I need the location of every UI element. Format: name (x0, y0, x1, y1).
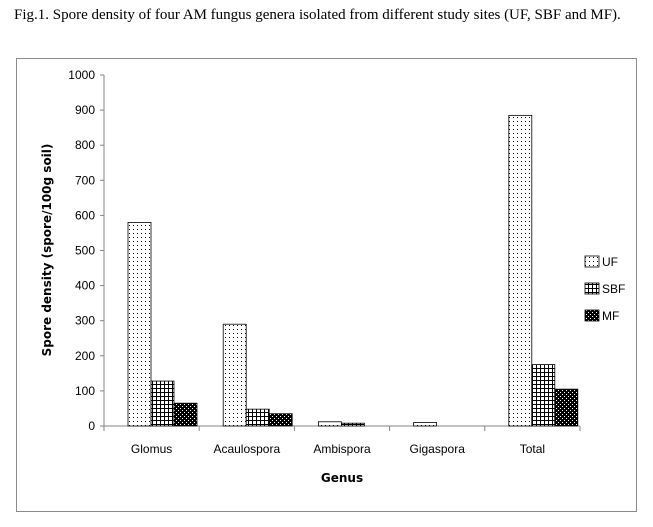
bar-mf-total (554, 388, 579, 427)
bar-uf-acaulospora (222, 323, 247, 427)
figure-caption: Fig.1. Spore density of four AM fungus g… (14, 7, 621, 23)
bar-uf-gigaspora (413, 422, 438, 427)
y-axis-title: Spore density (spore/100g soil) (40, 144, 54, 357)
y-tick-label: 200 (75, 349, 95, 363)
legend-label-sbf: SBF (602, 282, 625, 296)
y-tick-label: 500 (75, 244, 95, 258)
bar-mf-acaulospora (268, 413, 293, 427)
x-tick-label: Total (520, 442, 545, 456)
x-tick-label: Ambispora (313, 442, 371, 456)
y-tick-label: 600 (75, 208, 95, 222)
y-tick-label: 900 (75, 103, 95, 117)
y-tick-label: 300 (75, 314, 95, 328)
x-tick-label: Acaulospora (213, 442, 280, 456)
y-tick-label: 700 (75, 173, 95, 187)
y-tick-label: 800 (75, 138, 95, 152)
legend-swatch-uf (584, 255, 600, 268)
legend-swatch-mf (584, 309, 600, 322)
legend-label-uf: UF (602, 255, 618, 269)
legend-label-mf: MF (602, 309, 619, 323)
y-tick-label: 0 (88, 419, 95, 433)
x-tick-label: Glomus (131, 442, 172, 456)
bar-sbf-total (531, 364, 556, 427)
y-tick-label: 400 (75, 279, 95, 293)
bar-sbf-glomus (150, 380, 175, 427)
bar-sbf-acaulospora (245, 408, 270, 427)
bar-uf-total (508, 114, 533, 427)
y-tick-label: 1000 (68, 68, 95, 82)
x-tick-label: Gigaspora (410, 442, 466, 456)
bar-sbf-ambispora (340, 422, 365, 427)
bar-uf-ambispora (317, 421, 342, 427)
bar-uf-glomus (127, 222, 152, 427)
y-tick-label: 100 (75, 384, 95, 398)
legend-swatch-sbf (584, 282, 600, 295)
chart-frame (16, 58, 637, 512)
bar-mf-glomus (173, 402, 198, 427)
x-axis-title: Genus (321, 471, 363, 485)
